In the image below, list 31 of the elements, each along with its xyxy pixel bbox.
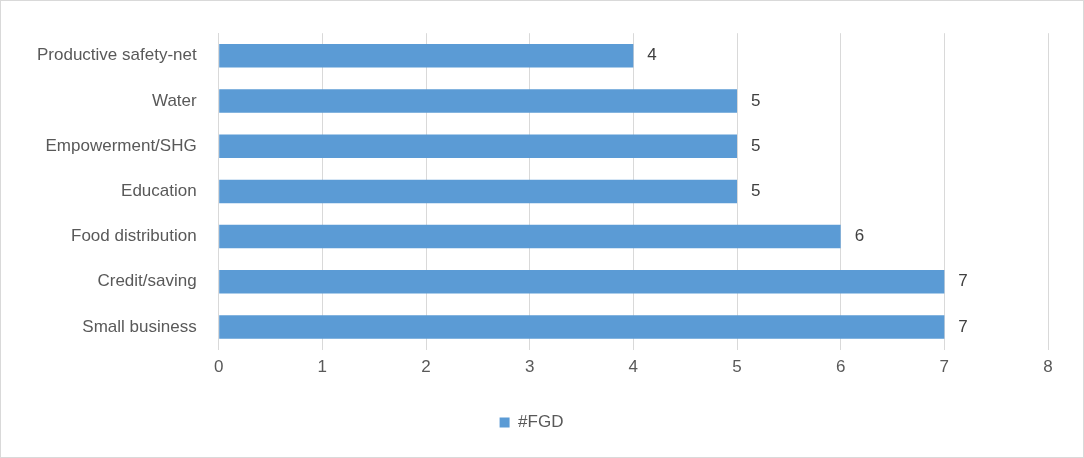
x-tick-label: 8: [1043, 357, 1053, 377]
y-tick-label: Small business: [82, 316, 197, 336]
y-tick-label: Water: [151, 90, 198, 110]
x-tick-label: 3: [524, 357, 535, 377]
data-label: 5: [751, 90, 761, 110]
data-label: 5: [751, 181, 761, 201]
data-label: 5: [751, 135, 761, 155]
bar: [219, 315, 945, 339]
bar: [219, 44, 634, 68]
x-tick-label: 1: [317, 357, 328, 377]
data-label: 6: [854, 226, 865, 246]
x-tick-label: 2: [421, 357, 431, 377]
bar: [219, 224, 841, 249]
y-tick-label: Education: [121, 181, 197, 201]
x-tick-label: 7: [939, 357, 950, 377]
data-label: 7: [958, 271, 968, 291]
x-tick-label: 6: [835, 357, 846, 377]
data-label: 7: [958, 316, 968, 336]
y-tick-label: Credit/saving: [97, 271, 197, 291]
x-tick-label: 0: [213, 357, 224, 377]
bar: [219, 89, 738, 113]
y-tick-label: Productive safety-net: [36, 45, 197, 65]
y-tick-label: Empowerment/SHG: [45, 135, 197, 155]
bar: [219, 134, 738, 158]
y-tick-label: Food distribution: [71, 226, 197, 246]
data-label: 4: [647, 45, 657, 65]
legend-label: #FGD: [518, 412, 564, 432]
bar: [219, 270, 945, 294]
bar: [219, 179, 738, 204]
x-tick-label: 4: [628, 357, 639, 377]
x-tick-label: 5: [732, 357, 742, 377]
